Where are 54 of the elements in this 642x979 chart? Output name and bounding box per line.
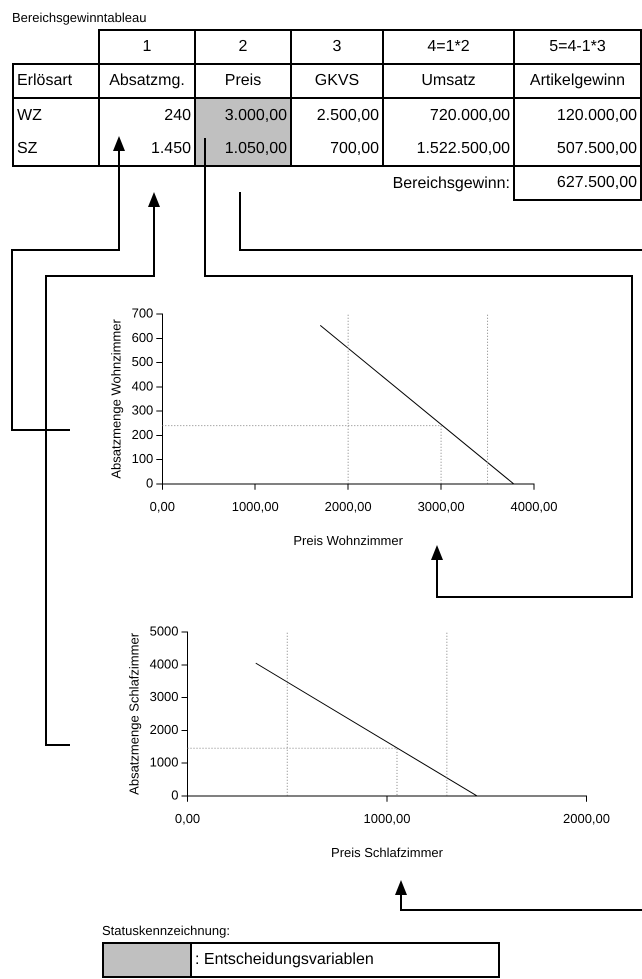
y-tick-label: 0 <box>171 787 179 802</box>
text: Artikelgewinn <box>530 72 626 89</box>
x-tick-label: 0,00 <box>174 811 200 826</box>
text: Bereichsgewinntableau <box>12 10 148 25</box>
y-tick-label: 200 <box>132 426 154 442</box>
text: WZ <box>17 106 42 124</box>
y-tick-label: 300 <box>132 402 154 418</box>
text: 120.000,00 <box>556 106 637 124</box>
category-label: 5=4-1*3 <box>514 30 641 64</box>
y-tick-label: 5000 <box>150 624 179 639</box>
category-label: 4=1*2 <box>383 30 514 64</box>
y-tick-label: 500 <box>132 354 154 370</box>
text: Absatzmg. <box>109 72 185 89</box>
text: Preis <box>224 72 262 89</box>
text: Erlösart <box>17 72 72 89</box>
y-tick-label: 700 <box>132 306 154 321</box>
y-tick-label: 600 <box>132 330 154 345</box>
x-tick-label: 1000,00 <box>232 499 279 514</box>
x-tick-label: 2000,00 <box>563 811 610 826</box>
text: 700,00 <box>330 140 379 156</box>
x-tick-label: 2000,00 <box>324 499 372 514</box>
text: 240 <box>164 106 191 124</box>
category-label: 3 <box>291 30 383 64</box>
text: 1.522.500,00 <box>416 140 510 156</box>
text: 507.500,00 <box>556 140 637 156</box>
x-axis-title: Preis Wohnzimmer <box>293 532 404 548</box>
text: 2.500,00 <box>316 106 379 124</box>
text: 627.500,00 <box>514 166 641 200</box>
y-axis-title: Absatzmenge Wohnzimmer <box>108 318 124 479</box>
y-tick-label: 100 <box>132 451 154 466</box>
y-tick-label: 1000 <box>150 754 179 770</box>
y-tick-label: 3000 <box>150 689 179 704</box>
x-tick-label: 4000,00 <box>510 499 558 514</box>
x-tick-label: 1000,00 <box>364 811 411 826</box>
x-tick-label: 3000,00 <box>418 499 465 514</box>
text: 1.050,00 <box>224 140 287 156</box>
text: Umsatz <box>421 72 476 89</box>
text: 3.000,00 <box>224 106 287 124</box>
y-tick-label: 400 <box>132 378 154 394</box>
y-tick-label: 0 <box>146 475 154 490</box>
x-axis-title: Preis Schlafzimmer <box>331 844 444 860</box>
text: 1.450 <box>150 140 191 156</box>
y-tick-label: 2000 <box>150 722 179 737</box>
text: GKVS <box>314 72 360 89</box>
x-tick-label: 0,00 <box>150 499 175 514</box>
category-label: : Entscheidungsvariablen <box>191 943 499 977</box>
category-label: 2 <box>195 30 291 64</box>
text: SZ <box>17 140 38 156</box>
text: 720.000,00 <box>430 106 510 124</box>
y-tick-label: 4000 <box>150 656 179 672</box>
text: Bereichsgewinn: <box>392 174 511 194</box>
text: Statuskennzeichnung: <box>102 923 231 938</box>
category-label: 1 <box>99 30 195 64</box>
y-axis-title: Absatzmenge Schlafzimmer <box>126 632 142 795</box>
